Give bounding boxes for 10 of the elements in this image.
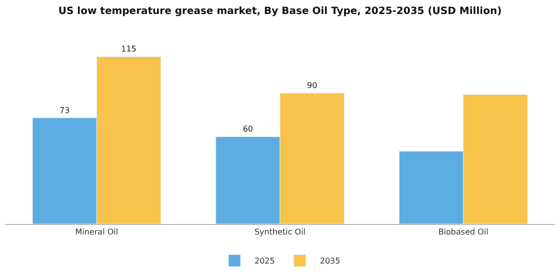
x-tick-label: Mineral Oil — [75, 228, 118, 237]
data-label: 115 — [121, 44, 136, 54]
legend-label: 2035 — [320, 256, 340, 266]
data-label: 60 — [242, 124, 254, 134]
x-tick-label: Synthetic Oil — [254, 228, 306, 237]
chart-title: US low temperature grease market, By Base Oil Type, 2025-2035 (USD Million) — [58, 6, 502, 17]
x-tick-label: Biobased Oil — [438, 228, 488, 237]
legend-label: 2025 — [254, 256, 275, 266]
data-label: 73 — [59, 106, 70, 115]
data-label: 90 — [306, 81, 318, 90]
